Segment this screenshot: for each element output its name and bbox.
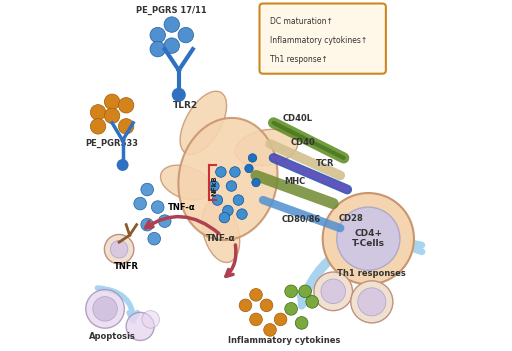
Circle shape	[314, 272, 353, 311]
Circle shape	[248, 154, 257, 162]
Circle shape	[274, 313, 287, 326]
Ellipse shape	[178, 118, 278, 240]
Circle shape	[104, 234, 134, 264]
Circle shape	[306, 296, 318, 308]
Circle shape	[110, 240, 128, 258]
Circle shape	[212, 195, 223, 205]
Circle shape	[142, 311, 159, 328]
Circle shape	[208, 181, 219, 191]
Circle shape	[219, 212, 230, 223]
Text: CD40L: CD40L	[283, 114, 313, 123]
Text: CD40: CD40	[291, 138, 316, 147]
Circle shape	[104, 94, 120, 110]
Circle shape	[323, 193, 414, 284]
Ellipse shape	[202, 201, 240, 263]
Circle shape	[93, 297, 117, 321]
Text: MHC: MHC	[284, 177, 305, 186]
Text: Inflammatory cytokines↑: Inflammatory cytokines↑	[270, 36, 367, 45]
Circle shape	[172, 88, 186, 102]
Circle shape	[252, 178, 260, 187]
Text: PE_PGRS 17/11: PE_PGRS 17/11	[136, 6, 207, 15]
Text: Apoptosis: Apoptosis	[89, 332, 136, 342]
Circle shape	[285, 285, 297, 298]
Circle shape	[150, 41, 165, 57]
Circle shape	[164, 17, 180, 32]
Circle shape	[86, 290, 124, 328]
Text: TLR2: TLR2	[173, 101, 198, 110]
Text: CD4+
T-Cells: CD4+ T-Cells	[352, 229, 385, 249]
FancyArrowPatch shape	[97, 288, 138, 321]
Circle shape	[148, 232, 161, 245]
Ellipse shape	[180, 91, 227, 154]
Circle shape	[141, 183, 154, 196]
Text: TNF-α: TNF-α	[206, 234, 236, 243]
Circle shape	[118, 119, 134, 134]
FancyArrowPatch shape	[145, 217, 219, 233]
Text: CD80/86: CD80/86	[282, 214, 321, 223]
Circle shape	[299, 285, 311, 298]
Circle shape	[150, 27, 165, 43]
Circle shape	[223, 205, 233, 216]
Circle shape	[260, 299, 273, 312]
Circle shape	[216, 167, 226, 177]
Text: Th1 response↑: Th1 response↑	[270, 55, 328, 64]
Text: TNF-α: TNF-α	[168, 203, 196, 212]
Circle shape	[226, 181, 237, 191]
Ellipse shape	[236, 129, 298, 166]
Circle shape	[239, 299, 252, 312]
Circle shape	[158, 215, 171, 227]
Text: Th1 responses: Th1 responses	[337, 269, 406, 278]
Circle shape	[134, 197, 146, 210]
Text: PE_PGRS33: PE_PGRS33	[86, 139, 139, 148]
Circle shape	[250, 289, 262, 301]
Text: TNFR: TNFR	[114, 262, 139, 271]
Circle shape	[337, 207, 400, 270]
Circle shape	[230, 167, 240, 177]
Circle shape	[250, 313, 262, 326]
Circle shape	[351, 281, 393, 323]
Circle shape	[295, 317, 308, 329]
Circle shape	[90, 105, 106, 120]
Text: TCR: TCR	[316, 159, 334, 168]
Circle shape	[285, 303, 297, 315]
Circle shape	[164, 38, 180, 53]
Circle shape	[104, 108, 120, 124]
FancyArrowPatch shape	[226, 245, 236, 276]
Circle shape	[358, 288, 386, 316]
Circle shape	[178, 27, 194, 43]
Text: Inflammatory cytokines: Inflammatory cytokines	[228, 336, 340, 345]
Text: DC maturation↑: DC maturation↑	[270, 16, 333, 26]
Text: NFkB: NFkB	[211, 176, 217, 196]
FancyArrowPatch shape	[300, 241, 422, 306]
Ellipse shape	[160, 165, 211, 200]
Circle shape	[141, 218, 154, 231]
Circle shape	[117, 159, 129, 171]
Circle shape	[126, 312, 154, 340]
Circle shape	[321, 279, 346, 304]
Circle shape	[237, 209, 247, 219]
Circle shape	[233, 195, 244, 205]
Text: CD28: CD28	[338, 214, 363, 223]
Circle shape	[245, 164, 253, 173]
Circle shape	[90, 119, 106, 134]
FancyBboxPatch shape	[260, 4, 386, 74]
Circle shape	[152, 201, 164, 213]
Circle shape	[264, 324, 276, 336]
Circle shape	[118, 98, 134, 113]
